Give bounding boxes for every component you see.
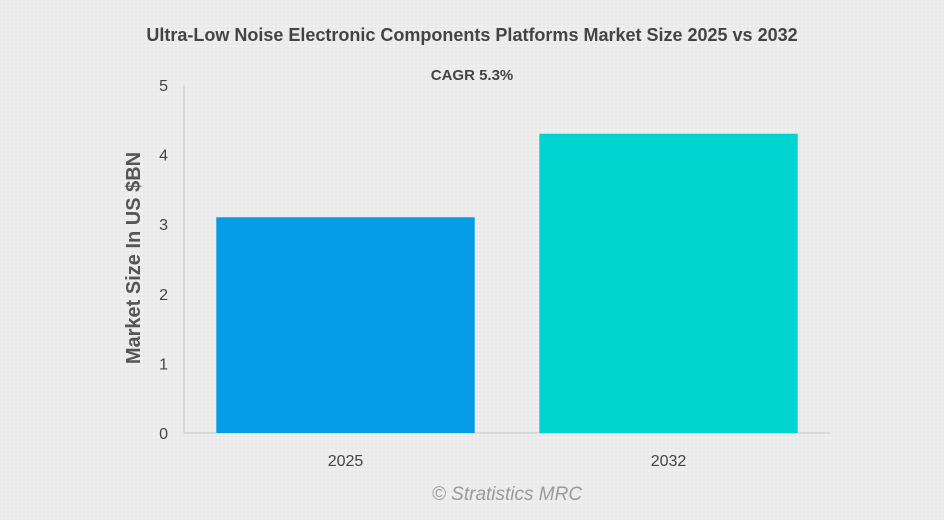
x-axis-ticks: 2025 2032: [328, 453, 687, 470]
x-tick-label: 2025: [328, 453, 364, 470]
bar-2025: [216, 217, 475, 433]
y-axis-label: Market Size In US $BN: [123, 152, 145, 364]
y-tick-label: 0: [159, 426, 168, 443]
bar-2032: [539, 133, 798, 433]
y-tick-label: 4: [159, 148, 168, 165]
y-tick-label: 3: [159, 217, 168, 234]
y-axis-ticks: 0 1 2 3 4 5: [159, 78, 168, 443]
chart-subtitle: CAGR 5.3%: [431, 67, 514, 84]
y-tick-label: 2: [159, 287, 168, 304]
y-tick-label: 1: [159, 356, 168, 373]
bars-group: [216, 133, 798, 433]
y-tick-label: 5: [159, 78, 168, 95]
x-tick-label: 2032: [651, 453, 687, 470]
chart-title: Ultra-Low Noise Electronic Components Pl…: [146, 25, 797, 45]
credit-text: © Stratistics MRC: [432, 484, 582, 505]
